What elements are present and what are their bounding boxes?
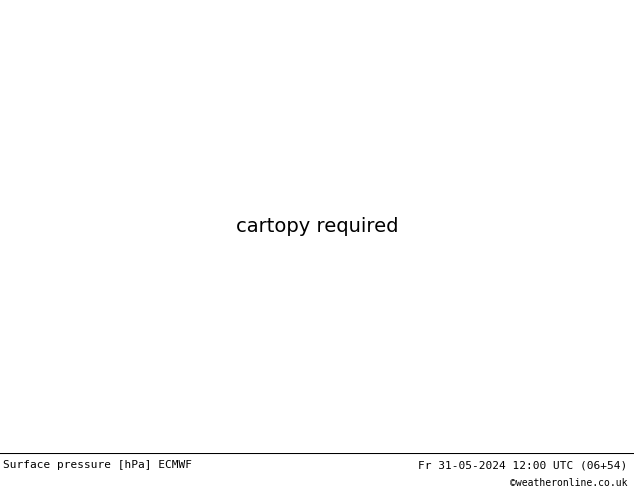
Text: Surface pressure [hPa] ECMWF: Surface pressure [hPa] ECMWF [3,460,192,470]
Text: ©weatheronline.co.uk: ©weatheronline.co.uk [510,478,628,489]
Text: Fr 31-05-2024 12:00 UTC (06+54): Fr 31-05-2024 12:00 UTC (06+54) [418,460,628,470]
Text: cartopy required: cartopy required [236,217,398,236]
